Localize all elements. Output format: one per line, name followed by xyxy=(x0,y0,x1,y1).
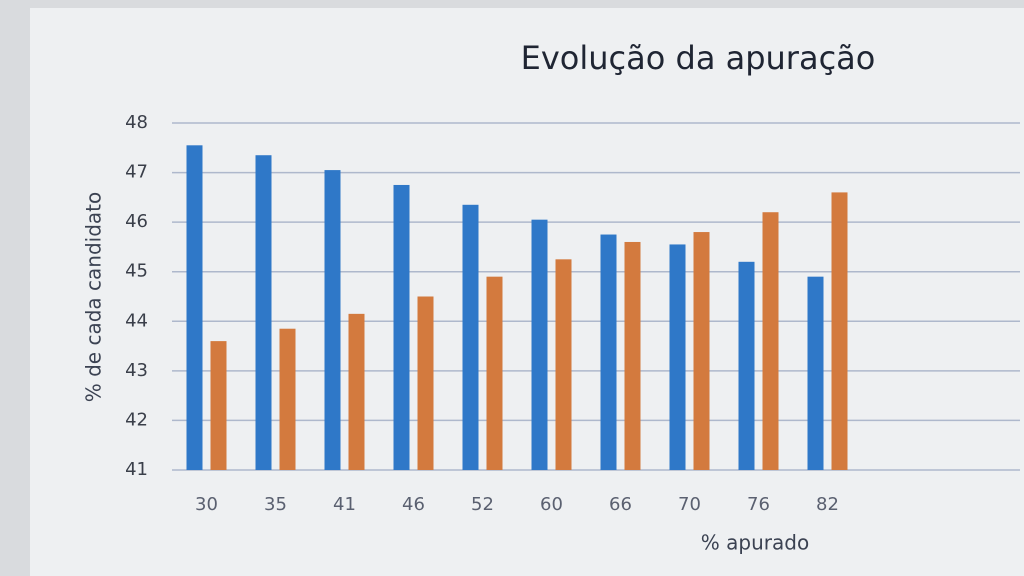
bar xyxy=(279,328,296,470)
x-tick-label: 82 xyxy=(816,494,839,515)
x-tick-label: 35 xyxy=(264,494,287,515)
y-tick-label: 48 xyxy=(125,112,148,133)
x-tick-label: 30 xyxy=(195,494,218,515)
bar xyxy=(462,204,479,471)
chart-title: Evolução da apuração xyxy=(521,39,876,77)
y-tick-label: 41 xyxy=(125,459,148,480)
y-tick-label: 45 xyxy=(125,261,148,282)
x-tick-label: 52 xyxy=(471,494,494,515)
bar xyxy=(738,261,755,470)
bar xyxy=(486,276,503,470)
bar xyxy=(393,184,410,470)
x-tick-label: 76 xyxy=(747,494,770,515)
bar xyxy=(555,259,572,470)
bar xyxy=(624,241,641,470)
x-tick-label: 66 xyxy=(609,494,632,515)
y-tick-label: 46 xyxy=(125,211,148,232)
x-tick-label: 46 xyxy=(402,494,425,515)
x-tick-label: 41 xyxy=(333,494,356,515)
y-tick-label: 47 xyxy=(125,162,148,183)
bar xyxy=(324,170,341,471)
y-axis-title: % de cada candidato xyxy=(82,192,106,403)
chart-area xyxy=(30,8,1024,576)
bar xyxy=(693,232,710,470)
bar xyxy=(255,155,272,470)
x-tick-label: 70 xyxy=(678,494,701,515)
bar xyxy=(186,145,203,471)
bar xyxy=(417,296,434,470)
bar xyxy=(348,313,365,470)
bar xyxy=(762,212,779,470)
bar xyxy=(600,234,617,470)
y-tick-label: 42 xyxy=(125,409,148,430)
bar xyxy=(831,192,848,470)
y-tick-label: 43 xyxy=(125,360,148,381)
bar xyxy=(807,276,824,470)
bar xyxy=(669,244,686,470)
bar xyxy=(531,219,548,470)
y-tick-label: 44 xyxy=(125,310,148,331)
x-tick-label: 60 xyxy=(540,494,563,515)
x-axis-title: % apurado xyxy=(701,531,809,555)
bar xyxy=(210,341,227,470)
